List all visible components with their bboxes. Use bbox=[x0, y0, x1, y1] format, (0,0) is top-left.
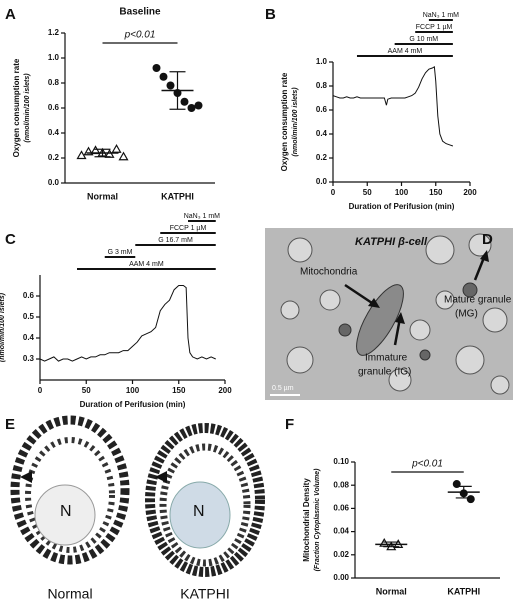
y-tick-label: 0.3 bbox=[23, 354, 35, 363]
y-tick-label: 0.08 bbox=[333, 480, 349, 489]
y-tick-label: 0.4 bbox=[316, 129, 328, 138]
y-tick-label: 0.4 bbox=[48, 128, 60, 137]
data-point bbox=[187, 104, 196, 112]
y-tick-label: 1.0 bbox=[316, 57, 328, 66]
data-point bbox=[379, 537, 390, 547]
treatment-label: FCCP 1 µM bbox=[170, 225, 207, 232]
treatment-label: FCCP 1 µM bbox=[416, 24, 453, 31]
x-tick-label: 100 bbox=[126, 386, 140, 395]
y-axis-unit: (nmol/min/100 islets) bbox=[0, 292, 6, 362]
annotation: p<0.01 bbox=[411, 459, 443, 470]
y-tick-label: 0.6 bbox=[23, 291, 35, 300]
data-point bbox=[152, 64, 161, 72]
panel-letter: E bbox=[5, 416, 15, 433]
data-point bbox=[180, 97, 189, 106]
panel-letter: C bbox=[5, 231, 16, 248]
annotation: (MG) bbox=[455, 309, 478, 320]
caption: KATPHI bbox=[180, 586, 230, 602]
x-tick-label: 200 bbox=[218, 386, 232, 395]
data-point bbox=[159, 72, 168, 81]
em-image: D KATPHI β-cell Mitochondria Mature gran… bbox=[265, 228, 513, 400]
panel-letter: A bbox=[5, 6, 16, 23]
x-tick-label: Normal bbox=[376, 586, 407, 596]
annotation: Mature granule bbox=[444, 295, 512, 306]
annotation: granule (IG) bbox=[358, 367, 411, 378]
treatment-label: AAM 4 mM bbox=[388, 48, 423, 55]
x-tick-label: Normal bbox=[87, 191, 118, 201]
x-tick-label: 200 bbox=[463, 188, 477, 197]
y-axis-title: Oxygen consumption rate bbox=[12, 58, 21, 157]
annotation: Mitochondria bbox=[300, 267, 358, 278]
caption: Normal bbox=[47, 586, 92, 602]
data-line bbox=[39, 285, 216, 362]
y-tick-label: 0.2 bbox=[316, 153, 328, 162]
annotation: p<0.01 bbox=[124, 30, 156, 41]
y-tick-label: 0.6 bbox=[316, 105, 328, 114]
data-point bbox=[194, 101, 203, 110]
x-tick-label: KATPHI bbox=[161, 191, 194, 201]
y-axis-title: Oxygen consumption rate bbox=[280, 72, 289, 171]
data-point bbox=[76, 150, 87, 160]
data-point bbox=[111, 144, 122, 153]
x-tick-label: 100 bbox=[395, 188, 409, 197]
x-tick-label: 0 bbox=[331, 188, 336, 197]
treatment-label: G 16.7 mM bbox=[158, 237, 193, 244]
y-tick-label: 0.8 bbox=[48, 78, 60, 87]
treatment-label: G 10 mM bbox=[409, 36, 438, 43]
panel-letter: F bbox=[285, 416, 294, 433]
y-tick-label: 0.6 bbox=[48, 103, 60, 112]
x-tick-label: KATPHI bbox=[447, 586, 480, 596]
image-title: KATPHI β-cell bbox=[355, 236, 428, 248]
y-tick-label: 0.0 bbox=[48, 178, 60, 187]
y-tick-label: 0.02 bbox=[333, 550, 349, 559]
y-tick-label: 0.0 bbox=[316, 177, 328, 186]
y-tick-label: 0.5 bbox=[23, 312, 35, 321]
y-tick-label: 0.04 bbox=[333, 527, 349, 536]
nucleus-label: N bbox=[193, 503, 205, 520]
x-tick-label: 50 bbox=[363, 188, 372, 197]
nucleus-label: N bbox=[60, 503, 72, 520]
x-tick-label: 50 bbox=[82, 386, 91, 395]
y-tick-label: 0.06 bbox=[333, 504, 349, 513]
data-point bbox=[118, 151, 129, 161]
y-tick-label: 0.4 bbox=[23, 333, 35, 342]
panel-letter: B bbox=[265, 6, 276, 23]
y-axis-unit: (Fraction Cytoplasmic Volume) bbox=[314, 468, 321, 571]
chart-title: Baseline bbox=[119, 7, 161, 18]
y-axis-unit: (nmol/min/100 islets) bbox=[292, 87, 299, 157]
y-tick-label: 0.2 bbox=[48, 153, 60, 162]
y-tick-label: 0.8 bbox=[316, 81, 328, 90]
y-axis-title: Mitochondrial Density bbox=[302, 478, 311, 562]
scale-bar: 0.5 µm bbox=[272, 385, 294, 392]
y-tick-label: 0.00 bbox=[333, 573, 349, 582]
x-tick-label: 0 bbox=[38, 386, 43, 395]
treatment-label: NaN₃ 1 mM bbox=[184, 213, 220, 220]
treatment-label: NaN₃ 1 mM bbox=[423, 12, 459, 19]
y-tick-label: 1.0 bbox=[48, 53, 60, 62]
renderings: E N N Normal KATPHI bbox=[5, 415, 265, 602]
x-tick-label: 150 bbox=[172, 386, 186, 395]
data-point bbox=[166, 81, 175, 90]
annotation: Immature bbox=[365, 353, 408, 364]
treatment-label: G 3 mM bbox=[108, 249, 133, 256]
x-axis-title: Duration of Perifusion (min) bbox=[80, 400, 186, 409]
treatment-label: AAM 4 mM bbox=[129, 261, 164, 268]
y-axis-unit: (nmol/min/100 islets) bbox=[24, 73, 31, 143]
x-axis-title: Duration of Perifusion (min) bbox=[349, 202, 455, 211]
data-line bbox=[332, 65, 454, 147]
data-point bbox=[466, 495, 475, 504]
y-tick-label: 1.2 bbox=[48, 28, 60, 37]
panel-letter: D bbox=[482, 231, 493, 248]
x-tick-label: 150 bbox=[429, 188, 443, 197]
y-tick-label: 0.10 bbox=[333, 457, 349, 466]
